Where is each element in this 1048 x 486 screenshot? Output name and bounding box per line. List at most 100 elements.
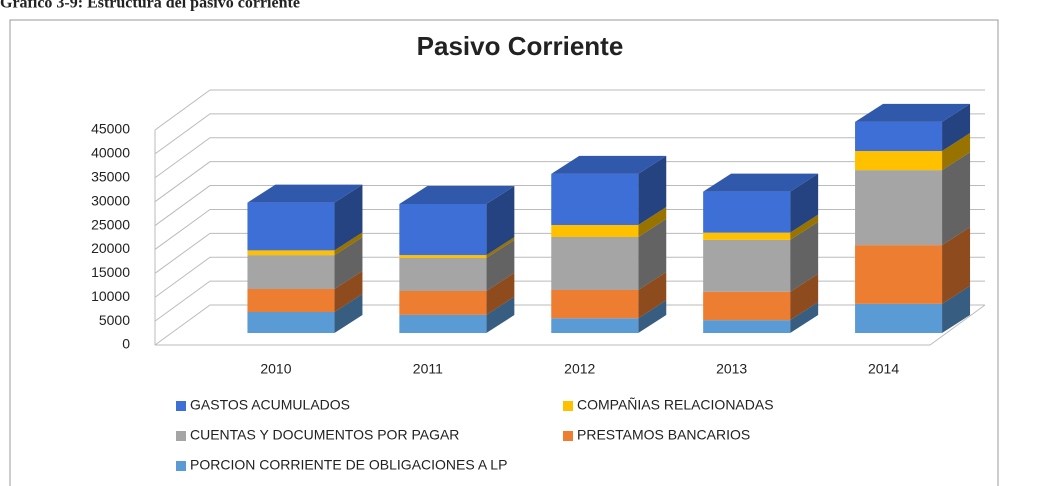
bar-segment (703, 221, 819, 292)
legend-swatch (176, 461, 186, 471)
x-tick-label: 2012 (564, 361, 595, 377)
legend-swatch (176, 431, 186, 441)
bar-segment (247, 237, 363, 290)
y-tick-label: 10000 (91, 288, 130, 304)
bar-side (486, 272, 515, 315)
bar-side (638, 155, 667, 226)
bar-segment (551, 218, 667, 290)
y-tick-label: 45000 (91, 121, 130, 137)
bar-side (790, 221, 819, 292)
legend-label: COMPAÑIAS RELACIONADAS (577, 397, 774, 413)
bar-side (334, 237, 363, 290)
bar-side (334, 184, 363, 251)
bar-side (334, 271, 363, 312)
y-tick-label: 20000 (91, 240, 130, 256)
legend-label: PORCION CORRIENTE DE OBLIGACIONES A LP (190, 457, 507, 473)
bar-front (399, 290, 487, 315)
legend-label: GASTOS ACUMULADOS (190, 397, 350, 413)
bar-top (399, 186, 515, 204)
bar-side (638, 300, 667, 333)
bar-segment (399, 296, 515, 333)
bar-front (247, 289, 335, 312)
y-tick-label: 35000 (91, 168, 130, 184)
bar-top (551, 155, 667, 174)
bar-front (399, 204, 487, 256)
bar-segment (855, 132, 971, 171)
bar-front (247, 202, 335, 251)
bar-segment (855, 227, 971, 304)
bar-side (486, 239, 515, 291)
bar-segment (551, 155, 667, 226)
bar-segment (399, 186, 515, 256)
bar-front (399, 314, 487, 333)
bar-side (790, 302, 819, 333)
bar-segment (551, 300, 667, 333)
x-tick-label: 2014 (868, 361, 899, 377)
bar-front (399, 257, 487, 291)
bar-segment (551, 207, 667, 237)
bar-segment (399, 237, 515, 258)
bar-front (551, 318, 639, 333)
bar-front (855, 303, 943, 333)
bar-segment (703, 302, 819, 333)
bar-front (247, 255, 335, 290)
bar-segment (855, 152, 971, 246)
bar-front (855, 245, 943, 304)
bar-side (790, 173, 819, 233)
x-tick-label: 2010 (260, 361, 291, 377)
bar-side (790, 214, 819, 240)
bar-top (855, 103, 971, 122)
y-tick-label: 0 (122, 336, 130, 352)
bar-segment (551, 272, 667, 319)
bar-side (638, 218, 667, 290)
bar-side (334, 232, 363, 256)
bar-front (703, 320, 791, 333)
bar-segment (247, 271, 363, 312)
bar-side (790, 273, 819, 321)
bar-segment (855, 285, 971, 333)
bar-segment (399, 239, 515, 291)
bar-front (551, 236, 639, 290)
bar-segment (247, 184, 363, 251)
caption: Gráfico 3-9: Estructura del pasivo corri… (0, 0, 300, 12)
grid-line (154, 89, 985, 131)
y-tick-label: 5000 (99, 312, 130, 328)
bar-segment (855, 103, 971, 151)
bar-side (486, 296, 515, 333)
bar-side (942, 227, 971, 304)
legend-label: PRESTAMOS BANCARIOS (577, 427, 750, 443)
bar-side (942, 132, 971, 171)
bar-side (334, 293, 363, 333)
bar-side (638, 207, 667, 237)
grid-line (154, 137, 985, 179)
bar-front (855, 121, 943, 151)
y-tick-label: 25000 (91, 216, 130, 232)
bar-segment (247, 232, 363, 256)
bar-front (855, 170, 943, 246)
bar-front (855, 150, 943, 171)
bar-side (486, 237, 515, 258)
bar-side (486, 186, 515, 256)
legend-swatch (563, 431, 573, 441)
bar-segment (399, 272, 515, 315)
bar-side (942, 103, 971, 151)
bar-front (703, 239, 791, 292)
bar-front (703, 291, 791, 321)
bar-side (638, 272, 667, 319)
bar-segment (703, 214, 819, 240)
bar-top (247, 184, 363, 203)
legend-label: CUENTAS Y DOCUMENTOS POR PAGAR (190, 427, 459, 443)
floor (155, 304, 986, 346)
chart-title: Pasivo Corriente (417, 31, 624, 61)
x-tick-label: 2011 (413, 361, 443, 377)
legend-swatch (563, 401, 573, 411)
grid-line (154, 161, 985, 203)
y-tick-label: 15000 (91, 264, 130, 280)
bar-front (703, 232, 791, 240)
bar-side (942, 285, 971, 333)
legend-swatch (176, 401, 186, 411)
bar-front (247, 250, 335, 256)
bar-segment (703, 173, 819, 233)
